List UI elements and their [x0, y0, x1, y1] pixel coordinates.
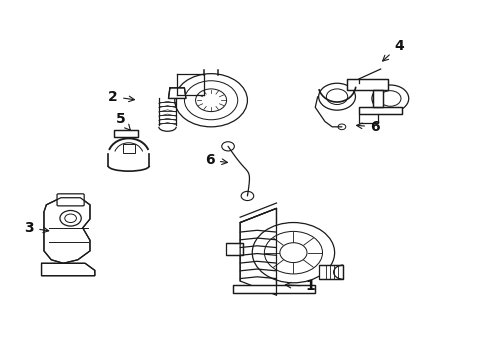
Text: 3: 3: [24, 221, 49, 235]
Polygon shape: [42, 263, 95, 276]
Text: 1: 1: [285, 279, 315, 293]
Polygon shape: [44, 198, 90, 263]
Polygon shape: [225, 243, 243, 256]
Polygon shape: [233, 284, 315, 293]
Circle shape: [241, 192, 254, 201]
Polygon shape: [347, 79, 388, 90]
Text: 5: 5: [116, 112, 130, 130]
Polygon shape: [319, 265, 343, 279]
Circle shape: [60, 211, 81, 226]
Text: 4: 4: [383, 39, 404, 61]
Circle shape: [175, 74, 247, 127]
Polygon shape: [114, 130, 138, 138]
Bar: [123, 144, 135, 153]
Text: 6: 6: [357, 120, 380, 134]
Text: 6: 6: [205, 153, 227, 167]
Polygon shape: [373, 90, 383, 107]
FancyBboxPatch shape: [57, 194, 84, 206]
Text: 2: 2: [108, 90, 134, 104]
Circle shape: [372, 85, 409, 112]
Circle shape: [222, 142, 234, 151]
Circle shape: [252, 222, 335, 283]
Polygon shape: [169, 88, 186, 99]
Polygon shape: [240, 208, 276, 295]
Circle shape: [318, 83, 355, 110]
Polygon shape: [359, 107, 402, 114]
